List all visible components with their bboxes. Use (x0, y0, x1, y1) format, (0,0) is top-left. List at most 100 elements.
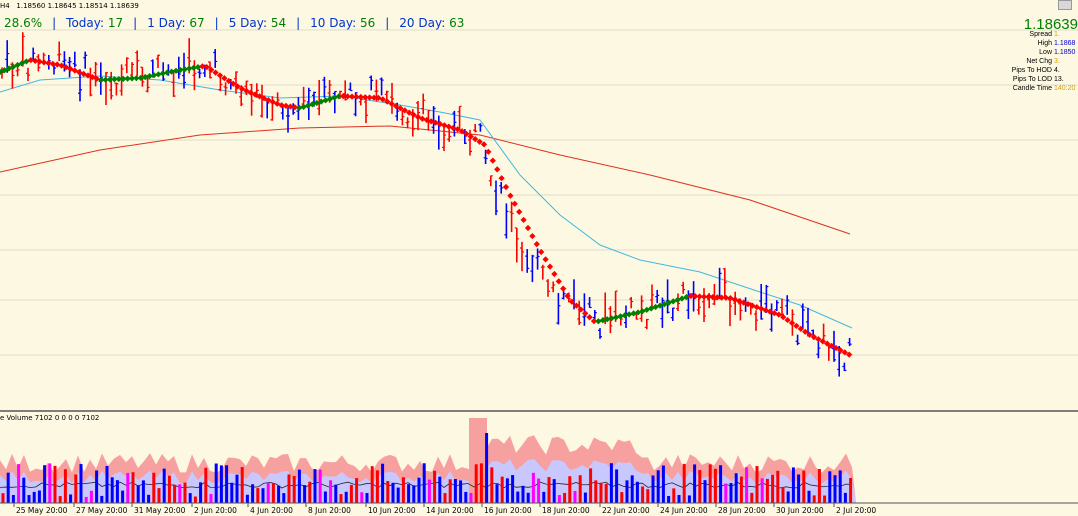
fast-ma-marker (120, 75, 127, 82)
info-row-label: High (1037, 40, 1052, 47)
volume-bar (609, 463, 613, 503)
volume-bar (791, 467, 795, 503)
volume-bar (537, 478, 541, 503)
volume-bar (391, 482, 395, 503)
volume-bar (817, 468, 821, 503)
fast-ma-marker (555, 278, 562, 285)
volume-bar (282, 493, 286, 503)
volume-bar (833, 475, 837, 503)
volume-bar (323, 491, 327, 503)
x-axis-label: 10 Jun 20:00 (368, 506, 416, 515)
volume-bar (121, 490, 125, 503)
volume-bar (693, 464, 697, 503)
volume-bar (370, 466, 374, 503)
volume-bar (630, 475, 634, 503)
x-axis-label: 28 Jun 20:00 (718, 506, 766, 515)
volume-bar (375, 470, 379, 503)
volume-spike-band (469, 418, 487, 503)
info-row: High 1.1868 (992, 40, 1078, 47)
volume-bar (823, 495, 827, 503)
fast-ma-marker (573, 302, 580, 309)
stat-today-value: 17 (107, 16, 124, 30)
volume-bar (505, 478, 509, 503)
volume-bar (308, 481, 312, 503)
volume-bar (646, 489, 650, 503)
info-row-value: 13. (1054, 76, 1064, 83)
volume-bar (807, 490, 811, 503)
volume-bar (760, 478, 764, 503)
volume-bar (235, 474, 239, 503)
volume-bar (776, 470, 780, 503)
volume-bar (141, 480, 145, 503)
stat-partial: 28.6% (4, 16, 43, 30)
fast-ma-marker (511, 200, 518, 207)
stat-5day-value: 54 (270, 16, 287, 30)
fast-ma-marker (93, 75, 100, 82)
volume-bar (583, 492, 587, 503)
volume-bar (69, 494, 73, 503)
volume-bar (412, 485, 416, 503)
volume-bar (318, 469, 322, 503)
volume-bar (672, 488, 676, 503)
volume-bar (786, 491, 790, 503)
volume-bar (313, 469, 317, 503)
info-row-value: 1.1850 (1054, 49, 1076, 56)
volume-bar (339, 494, 343, 503)
fast-ma-marker (172, 67, 180, 74)
fast-ma-marker (551, 270, 558, 278)
volume-bar (297, 469, 301, 503)
volume-bar (245, 494, 249, 503)
volume-bar (110, 477, 114, 503)
volume-bar (781, 487, 785, 503)
volume-bar (204, 467, 208, 503)
volume-bar (849, 478, 853, 503)
x-axis-label: 18 Jun 20:00 (542, 506, 590, 515)
x-axis-label: 24 Jun 20:00 (660, 506, 708, 515)
ohlc-values: 1.18560 1.18645 1.18514 1.18639 (16, 2, 139, 10)
volume-bar (641, 486, 645, 503)
fast-ma-marker (186, 65, 193, 72)
fast-ma-marker (230, 80, 237, 87)
chart-shift-button[interactable] (1058, 0, 1072, 10)
volume-bar (48, 463, 52, 503)
fast-ma-marker (168, 68, 175, 75)
fast-ma-marker (45, 59, 52, 67)
fast-ma-marker (718, 294, 725, 301)
volume-bar (32, 491, 36, 503)
info-row-value: 1.1868 (1054, 40, 1076, 47)
fast-ma-marker (115, 75, 122, 83)
volume-bar (589, 468, 593, 503)
fast-ma-marker (520, 216, 527, 224)
volume-bar (401, 477, 405, 503)
volume-bar (1, 493, 5, 503)
volume-bar (136, 485, 140, 503)
volume-bar (209, 493, 213, 503)
volume-bar (797, 474, 801, 503)
volume-bar (63, 469, 67, 503)
fast-ma-marker (533, 241, 540, 248)
fast-ma-marker (247, 89, 254, 96)
fast-ma-marker (238, 85, 246, 92)
fast-ma-marker (828, 342, 835, 349)
volume-bar (479, 463, 483, 503)
fast-ma-marker (604, 316, 611, 323)
volume-bar (261, 488, 265, 503)
volume-bar (334, 484, 338, 503)
fast-ma-marker (595, 318, 602, 325)
stat-10day-label: 10 Day: (310, 16, 357, 30)
volume-bar (271, 483, 275, 503)
volume-bar (682, 463, 686, 503)
x-axis-label: 2 Jun 20:00 (194, 506, 237, 515)
chart-header: H4 1.18560 1.18645 1.18514 1.18639 (0, 2, 139, 10)
volume-bar (344, 491, 348, 503)
volume-bar (381, 463, 385, 503)
fast-ma-marker (137, 74, 144, 81)
fast-ma-marker (199, 63, 206, 70)
volume-bar (563, 492, 567, 503)
volume-bar (152, 472, 156, 503)
fast-ma-marker (40, 59, 48, 66)
info-row-label: Spread (1029, 31, 1052, 38)
volume-bar (167, 475, 171, 503)
fast-ma-marker (159, 70, 166, 77)
